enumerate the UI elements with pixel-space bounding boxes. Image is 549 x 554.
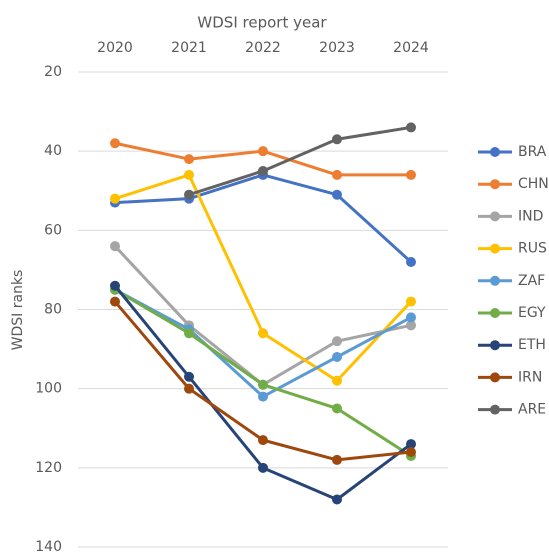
series-line (188, 125, 412, 197)
y-tick-label: 140 (35, 539, 62, 554)
data-point (258, 435, 268, 446)
legend-label: IND (518, 208, 543, 224)
data-point (406, 257, 416, 267)
data-point (110, 241, 120, 252)
data-point (184, 154, 194, 165)
data-point (258, 328, 268, 339)
data-point (258, 391, 268, 402)
legend-label: ETH (518, 337, 546, 353)
data-point (332, 375, 342, 386)
data-point (110, 138, 120, 149)
legend-marker (490, 308, 500, 318)
y-tick-label: 80 (44, 302, 62, 318)
legend-label: IRN (518, 369, 542, 385)
data-point (110, 280, 120, 291)
legend-label: CHN (518, 176, 549, 192)
data-point (184, 383, 194, 394)
data-point (332, 169, 342, 180)
y-tick-label: 120 (35, 460, 62, 476)
x-tick-label: 2021 (171, 40, 207, 56)
x-axis-title: WDSI report year (197, 14, 327, 32)
legend-label: RUS (518, 241, 547, 257)
data-point (258, 165, 268, 176)
data-point (258, 146, 268, 157)
data-point (110, 296, 120, 307)
legend-label: ZAF (518, 273, 545, 289)
legend-marker (490, 243, 500, 254)
x-tick-label: 2024 (393, 40, 429, 56)
legend-marker (490, 404, 500, 415)
y-tick-label: 40 (44, 143, 62, 159)
legend-marker (490, 275, 500, 286)
y-tick-label: 20 (44, 64, 62, 80)
data-point (332, 134, 342, 145)
data-point (406, 122, 416, 133)
legend-label: EGY (518, 305, 546, 321)
data-point (406, 169, 416, 180)
data-point (258, 379, 268, 390)
legend-label: ARE (518, 402, 546, 418)
legend-label: BRA (518, 144, 547, 160)
data-point (332, 454, 342, 465)
data-point (332, 189, 342, 200)
x-tick-label: 2020 (97, 40, 133, 56)
data-point (332, 403, 342, 414)
data-point (258, 462, 268, 473)
data-point (110, 193, 120, 204)
y-tick-label: 60 (44, 222, 62, 238)
legend-marker (490, 372, 500, 383)
data-point (332, 494, 342, 505)
legend-marker (490, 147, 500, 157)
data-point (184, 328, 194, 339)
x-tick-label: 2023 (319, 40, 355, 56)
y-axis-title: WDSI ranks (10, 270, 26, 351)
y-tick-label: 100 (35, 381, 62, 397)
legend-marker (490, 179, 500, 190)
data-point (406, 447, 416, 457)
data-point (406, 320, 416, 331)
data-point (332, 352, 342, 362)
series-line (114, 288, 412, 458)
legend-marker (490, 340, 500, 351)
data-point (406, 312, 416, 323)
series-line (114, 173, 413, 383)
data-point (184, 371, 194, 382)
data-point (184, 169, 194, 180)
data-point (332, 336, 342, 347)
data-point (184, 189, 194, 200)
data-point (406, 439, 416, 450)
data-point (406, 296, 416, 307)
legend-marker (490, 211, 500, 222)
series-line (114, 173, 413, 264)
x-tick-label: 2022 (245, 40, 281, 56)
